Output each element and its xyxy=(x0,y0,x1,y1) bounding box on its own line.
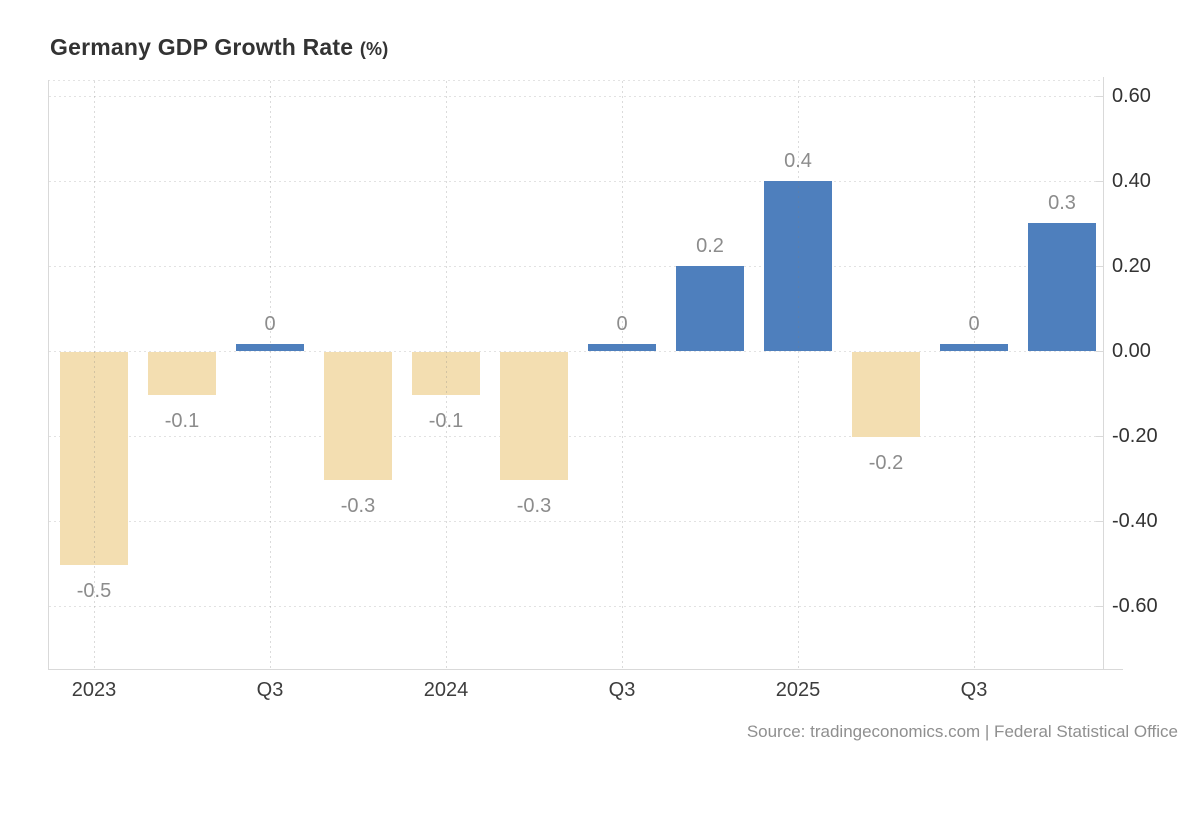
h-gridline xyxy=(49,351,1103,352)
y-tick-label: 0.00 xyxy=(1112,340,1151,362)
x-tick-label: Q3 xyxy=(960,679,988,701)
h-gridline xyxy=(49,96,1103,97)
h-gridline xyxy=(49,181,1103,182)
bar-value-label: 0.3 xyxy=(1048,192,1076,214)
bar xyxy=(940,344,1008,351)
bar-value-label: 0 xyxy=(616,313,628,335)
right-axis-line xyxy=(1103,77,1104,669)
x-tick-label: 2025 xyxy=(775,679,821,701)
bar xyxy=(324,352,392,480)
x-tick-label: 2023 xyxy=(71,679,117,701)
bar-value-label: 0.2 xyxy=(696,235,724,257)
x-tick-label: Q3 xyxy=(256,679,284,701)
y-tick-label: -0.40 xyxy=(1112,510,1158,532)
x-tick-label: 2024 xyxy=(423,679,469,701)
chart-title-text: Germany GDP Growth Rate xyxy=(50,34,354,60)
y-axis-tick xyxy=(1096,521,1103,522)
source-attribution: Source: tradingeconomics.com | Federal S… xyxy=(746,722,1178,741)
left-axis-line xyxy=(48,80,49,669)
bar-value-label: 0 xyxy=(264,313,276,335)
bar-value-label: -0.2 xyxy=(868,452,904,474)
v-gridline xyxy=(974,81,975,669)
y-axis-tick xyxy=(1096,96,1103,97)
bar xyxy=(500,352,568,480)
y-tick-label: -0.60 xyxy=(1112,595,1158,617)
bar-value-label: -0.1 xyxy=(164,410,200,432)
bar xyxy=(148,352,216,395)
bottom-axis-line xyxy=(48,669,1123,670)
chart-title: Germany GDP Growth Rate (%) xyxy=(50,34,388,61)
bar-value-label: -0.1 xyxy=(428,410,464,432)
bar-value-label: -0.5 xyxy=(76,580,112,602)
y-axis-tick xyxy=(1096,436,1103,437)
chart-title-suffix: (%) xyxy=(359,39,389,59)
y-axis-tick xyxy=(1096,181,1103,182)
bar xyxy=(236,344,304,351)
v-gridline xyxy=(446,81,447,669)
bar xyxy=(412,352,480,395)
v-gridline xyxy=(798,81,799,669)
h-gridline xyxy=(49,266,1103,267)
y-axis-tick xyxy=(1096,606,1103,607)
x-tick-label: Q3 xyxy=(608,679,636,701)
h-gridline xyxy=(49,521,1103,522)
y-axis-tick xyxy=(1096,266,1103,267)
y-tick-label: 0.40 xyxy=(1112,170,1151,192)
v-gridline xyxy=(270,81,271,669)
plot-top-border xyxy=(48,80,1103,81)
bar xyxy=(60,352,128,565)
y-tick-label: 0.20 xyxy=(1112,255,1151,277)
bar-value-label: 0.4 xyxy=(784,150,812,172)
bar xyxy=(764,181,832,351)
y-tick-label: 0.60 xyxy=(1112,85,1151,107)
bar xyxy=(1028,223,1096,351)
bar-value-label: -0.3 xyxy=(516,495,552,517)
h-gridline xyxy=(49,606,1103,607)
bar-value-label: -0.3 xyxy=(340,495,376,517)
y-tick-label: -0.20 xyxy=(1112,425,1158,447)
v-gridline xyxy=(94,81,95,669)
bar xyxy=(852,352,920,437)
bar xyxy=(676,266,744,351)
plot-area: 0.60 0.40 0.20 0.00 -0.20 -0.40 -0.60 -0.5 -0.1 0… xyxy=(48,77,1158,701)
bar-value-label: 0 xyxy=(968,313,980,335)
v-gridline xyxy=(622,81,623,669)
y-axis-tick xyxy=(1096,351,1103,352)
h-gridline xyxy=(49,436,1103,437)
bar xyxy=(588,344,656,351)
